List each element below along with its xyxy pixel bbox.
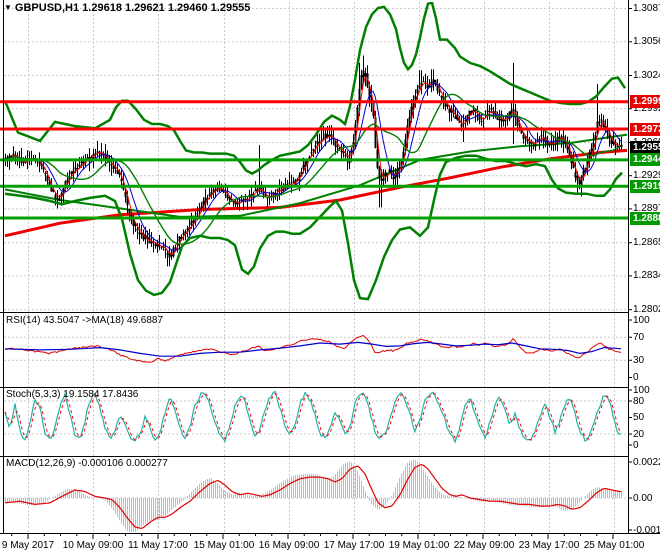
stoch-scale-label: 100 — [633, 384, 650, 396]
rsi-scale-label: 30 — [633, 354, 645, 366]
bollinger-upper-line — [4, 2, 627, 176]
axis-ticks — [11, 8, 632, 539]
price-tick-label: 1.28975 — [633, 203, 660, 215]
macd-scale-label: -0.001988 — [633, 524, 660, 536]
stoch-scale-label: 20 — [633, 428, 645, 440]
rsi-scale-label: 0 — [633, 372, 639, 383]
time-axis-label: 9 May 2017 — [1, 540, 55, 551]
level-lines — [0, 100, 628, 220]
stoch-scale-label: 80 — [633, 395, 645, 407]
price-tick-label: 1.30560 — [633, 36, 660, 48]
stoch-scale-label: 50 — [633, 412, 645, 423]
slow-red-ma-line — [4, 148, 628, 238]
ohlc-open: 1.29618 — [82, 2, 122, 14]
price-level-badge-support: 1.29190 — [630, 179, 660, 193]
macd-scale-label: 0.002237 — [633, 456, 660, 468]
rsi-line — [4, 334, 622, 363]
bollinger-lower-line — [4, 154, 623, 301]
macd-indicator-label: MACD(12,26,9) -0.000106 0.000277 — [6, 458, 168, 469]
time-axis-label: 17 May 17:00 — [323, 540, 385, 551]
price-tick-label: 1.30240 — [633, 70, 660, 81]
price-tick-label: 1.28340 — [633, 270, 660, 282]
price-tick-label: 1.29925 — [633, 103, 660, 115]
stoch-panel — [4, 390, 622, 444]
stoch-scale-label: 0 — [633, 439, 639, 451]
sma20-line — [4, 93, 622, 245]
rsi-scale-label: 70 — [633, 331, 645, 343]
time-axis-label: 25 May 01:00 — [583, 540, 645, 551]
price-tick-label: 1.28020 — [633, 304, 660, 316]
grid-layer — [4, 2, 628, 533]
price-level-badge-support: 1.28889 — [630, 211, 660, 225]
price-tick-label: 1.28655 — [633, 237, 660, 249]
chart-title: ▼ GBPUSD,H1 1.29618 1.29621 1.29460 1.295… — [4, 2, 250, 14]
time-axis-label: 22 May 09:00 — [453, 540, 515, 551]
macd-panel — [4, 459, 622, 532]
time-axis-label: 15 May 01:00 — [193, 540, 255, 551]
price-tick-label: 1.29290 — [633, 170, 660, 182]
stoch-d-line — [4, 392, 622, 441]
price-level-badge-support: 1.29440 — [630, 153, 660, 167]
slow-green-ma-line — [4, 133, 628, 218]
price-level-badge-current: 1.29555 — [630, 141, 660, 155]
time-axis-label: 10 May 09:00 — [62, 540, 124, 551]
ohlc-close: 1.29555 — [210, 2, 251, 14]
macd-scale-label: 0.00 — [633, 492, 653, 504]
stoch-indicator-label: Stoch(5,3,3) 19.1584 17.8436 — [6, 389, 139, 400]
fast-red-ma-line — [4, 76, 622, 255]
time-axis-label: 16 May 09:00 — [258, 540, 320, 551]
price-level-badge-resistance: 1.29733 — [630, 122, 660, 136]
rsi-indicator-label: RSI(14) 43.5047 ->MA(18) 49.6887 — [6, 315, 164, 326]
rsi-panel — [4, 334, 622, 363]
rsi-scale-label: 100 — [633, 314, 650, 326]
ohlc-low: 1.29460 — [167, 2, 208, 14]
chart-dropdown-icon[interactable]: ▼ — [4, 3, 12, 12]
fast-blue-ma-line — [4, 82, 622, 251]
price-tick-label: 1.30875 — [633, 3, 660, 14]
panel-borders — [0, 0, 660, 534]
price-level-badge-resistance: 1.29992 — [630, 95, 660, 109]
ohlc-high: 1.29621 — [125, 2, 165, 14]
time-axis-label: 11 May 17:00 — [128, 540, 188, 551]
stoch-k-line — [4, 390, 622, 444]
chart-symbol-timeframe: GBPUSD,H1 — [14, 2, 80, 14]
time-axis-label: 19 May 01:00 — [388, 540, 450, 551]
macd-signal-line — [4, 463, 622, 530]
time-axis-label: 23 May 17:00 — [518, 540, 580, 551]
rsi-ma-line — [4, 341, 622, 357]
main-chart — [4, 2, 628, 301]
